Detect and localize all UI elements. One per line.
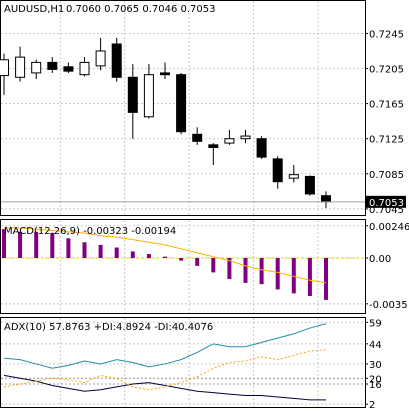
y-tick-label: 2: [369, 400, 375, 411]
candle-body: [63, 66, 74, 72]
candle-body: [288, 174, 299, 179]
y-tick-label: 44: [369, 340, 382, 351]
macd-histogram-bar: [195, 257, 200, 266]
macd-histogram-bar: [307, 257, 312, 296]
macd-histogram-bar: [130, 251, 135, 258]
candle-body: [95, 50, 106, 67]
y-tick-label: 16: [369, 380, 382, 391]
candle-body: [272, 158, 283, 183]
y-tick-label: 0.7245: [369, 29, 404, 40]
candle-body: [208, 144, 219, 148]
candle-body: [111, 43, 122, 78]
ohlc-readout: 0.7060 0.7065 0.7046 0.7053: [66, 4, 216, 15]
candle-body: [176, 74, 187, 133]
macd-signal-line: [4, 227, 327, 284]
candle-body: [240, 135, 251, 140]
macd-histogram-bar: [98, 244, 103, 258]
y-tick-label: 0.7205: [369, 65, 404, 76]
candle-body: [224, 138, 235, 144]
candle-body: [79, 61, 90, 76]
y-tick-label: 0.00: [369, 254, 391, 265]
current-price-tag: [366, 195, 406, 208]
candle-body: [15, 56, 26, 78]
candle-body: [192, 133, 203, 142]
macd-histogram-bar: [114, 247, 119, 258]
macd-histogram-bar: [34, 231, 39, 258]
candle-body: [31, 61, 42, 74]
macd-histogram-bar: [163, 256, 167, 258]
macd-histogram-bar: [243, 257, 248, 283]
macd-histogram-bar: [18, 231, 23, 258]
macd-histogram-bar: [275, 257, 280, 290]
macd-histogram-bar: [66, 238, 71, 258]
adx-line: [3, 323, 327, 369]
price-panel-title: AUDUSD,H1: [4, 4, 64, 15]
adx-panel-title: ADX(10) 57.8763 +DI:4.8924 -DI:40.4076: [4, 322, 213, 333]
candle-body: [160, 72, 170, 76]
macd-histogram-bar: [2, 229, 6, 258]
macd-panel-title: MACD(12,26,9) -0.00323 -0.00194: [4, 226, 176, 237]
macd-histogram-bar: [291, 257, 296, 294]
y-tick-label: 0.7125: [369, 135, 404, 146]
y-tick-label: 0.00246: [369, 222, 409, 233]
y-tick-label: 0.7045: [369, 205, 404, 216]
y-tick-label: 0.7165: [369, 100, 404, 111]
candle-body: [143, 74, 154, 118]
y-tick-label: -0.0035: [369, 300, 408, 311]
y-tick-label: 20: [369, 374, 382, 385]
macd-histogram-bar: [227, 257, 232, 279]
macd-histogram-bar: [50, 233, 55, 258]
y-tick-label: 0.7085: [369, 170, 404, 181]
macd-histogram-bar: [82, 242, 87, 258]
macd-histogram-bar: [179, 257, 184, 261]
candle-body: [256, 138, 267, 158]
candle-body: [304, 175, 315, 195]
candle-body: [0, 59, 9, 77]
macd-histogram-bar: [259, 257, 264, 285]
y-tick-label: 30: [369, 360, 382, 371]
macd-histogram-bar: [324, 257, 328, 300]
macd-panel-frame: [0, 219, 366, 314]
macd-histogram-bar: [211, 257, 216, 273]
current-price-label: 0.7053: [369, 198, 404, 209]
candle-body: [127, 76, 138, 113]
y-tick-label: 59: [369, 318, 382, 329]
adx-panel-frame: [0, 317, 366, 408]
macd-histogram-bar: [146, 254, 151, 258]
candle-body: [321, 195, 331, 203]
plus-di-line: [3, 374, 326, 401]
candle-body: [47, 61, 58, 70]
